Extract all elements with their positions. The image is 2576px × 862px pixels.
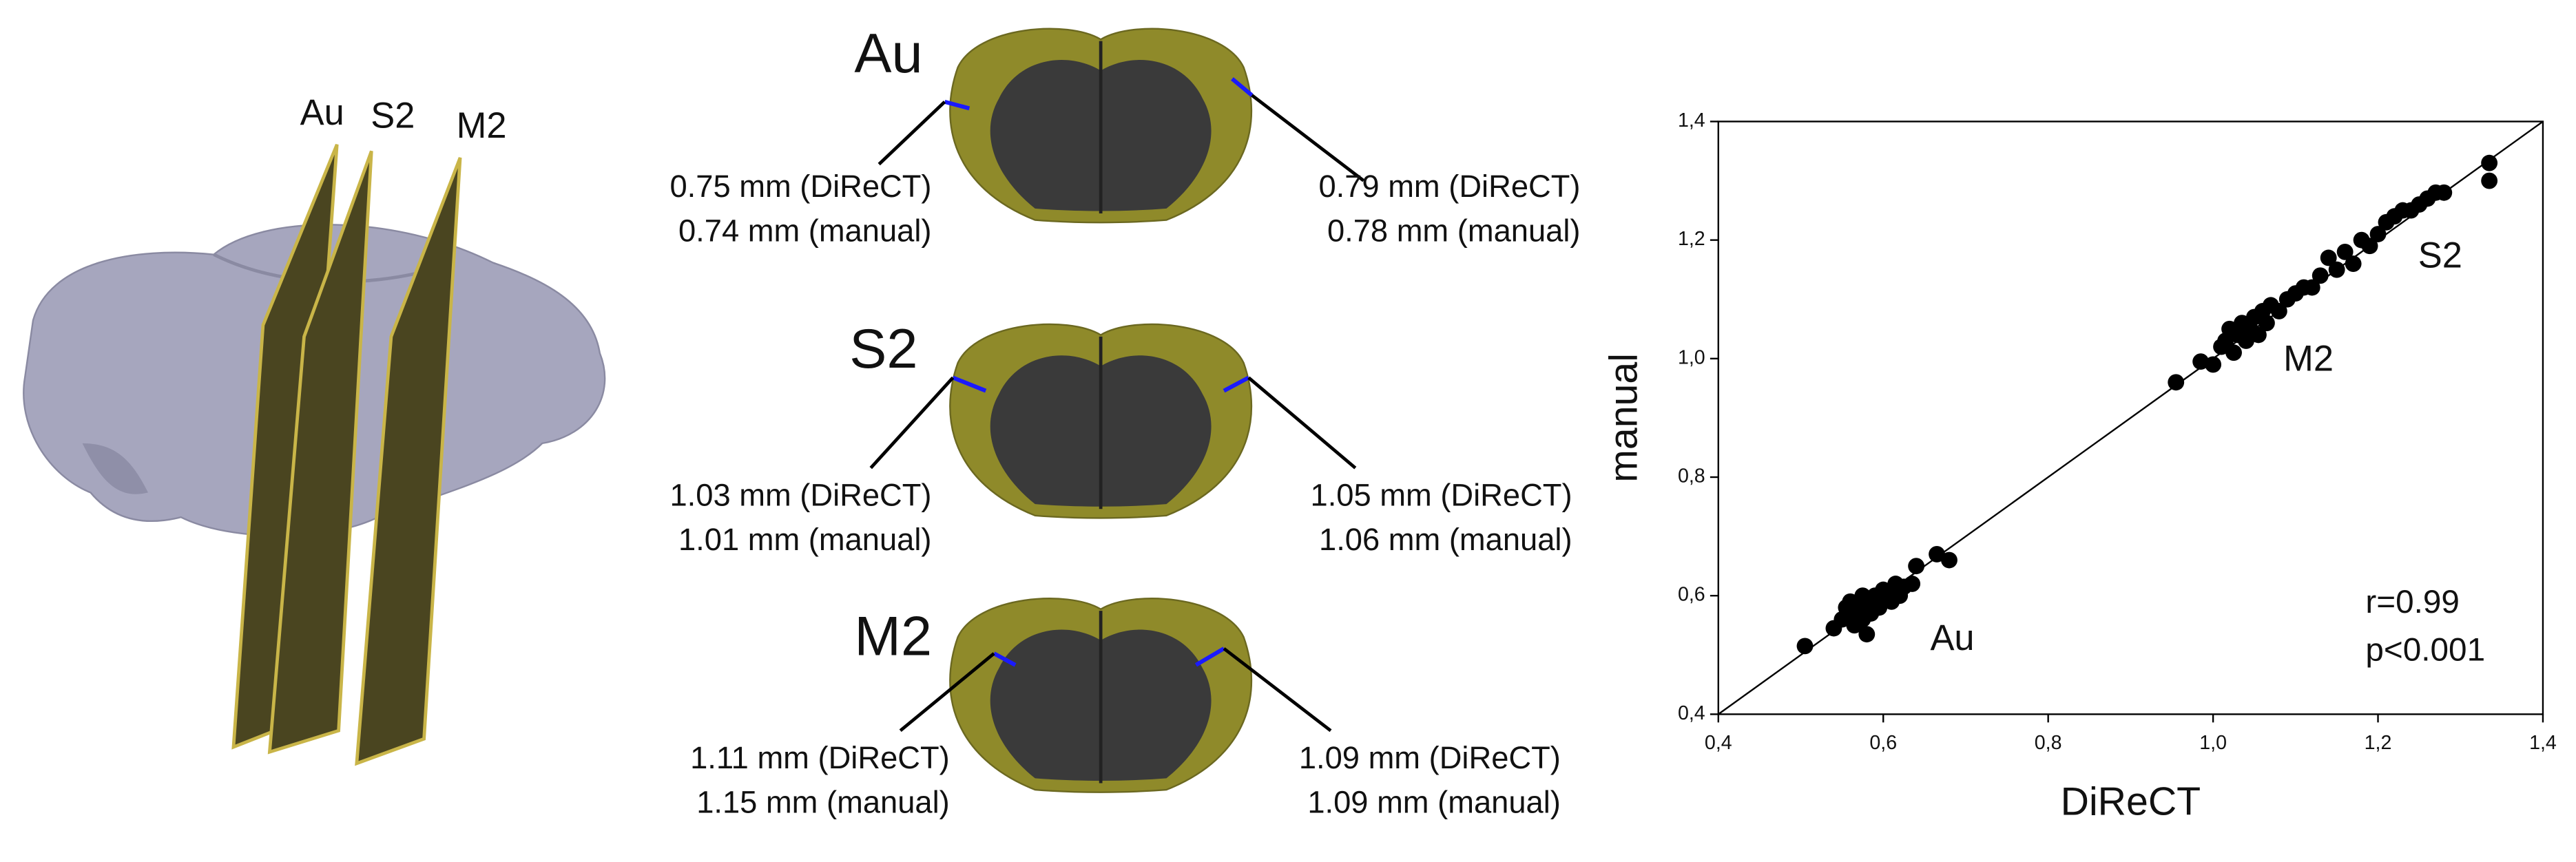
point: [1904, 576, 1921, 592]
plane-label: S2: [371, 96, 415, 136]
point: [2328, 261, 2345, 278]
x-tick-label: 1,2: [2365, 732, 2392, 754]
leader-line: [899, 652, 995, 733]
x-axis-label: DiReCT: [2061, 780, 2201, 824]
brain-3d: Au S2 M2: [23, 93, 606, 766]
point: [1929, 546, 1945, 563]
measurement: 0.74 mm (manual): [678, 213, 932, 249]
point: [1858, 626, 1876, 643]
point: [2192, 353, 2210, 370]
leader-line: [1251, 94, 1365, 182]
thickness-line: [1194, 646, 1225, 667]
point: [2361, 238, 2378, 255]
point: [2481, 172, 2498, 189]
slices: Au 0.75 mm (DiReCT) 0.79 mm (DiReCT) 0.74 m…: [669, 23, 1580, 820]
measurement: 1.09 mm (manual): [1307, 785, 1561, 820]
leader-line: [1223, 647, 1332, 733]
measurement: 1.11 mm (DiReCT): [690, 740, 950, 775]
point: [1871, 599, 1888, 616]
point: [2270, 303, 2287, 319]
y-axis-label: manual: [1601, 353, 1645, 483]
y-tick-label: 0,4: [1678, 702, 1705, 724]
slice-label: Au: [854, 23, 922, 85]
y-tick-label: 1,0: [1678, 346, 1705, 368]
x-tick-label: 1,0: [2199, 732, 2227, 754]
leader-line: [869, 376, 955, 470]
annotation: M2: [2283, 339, 2334, 379]
plane-label: M2: [457, 106, 507, 146]
thickness-line: [1223, 375, 1250, 393]
plot-frame: [1717, 120, 2544, 715]
leader-line: [1247, 376, 1357, 470]
annotation: r=0.99: [2365, 584, 2460, 620]
plane-label: Au: [300, 93, 344, 133]
point: [1796, 638, 1814, 655]
thickness-line: [993, 651, 1017, 667]
point: [2225, 344, 2242, 361]
y-tick-label: 1,4: [1678, 109, 1705, 132]
annotation: S2: [2418, 235, 2462, 275]
thickness-line: [952, 375, 987, 393]
brain-shade: [82, 443, 148, 494]
measurement: 1.03 mm (DiReCT): [669, 478, 931, 513]
measurement: 1.01 mm (manual): [678, 522, 932, 557]
point: [1908, 558, 1925, 575]
measurement: 1.05 mm (DiReCT): [1311, 478, 1572, 513]
plane: [355, 157, 462, 766]
point: [2168, 374, 2185, 391]
point: [1941, 551, 1957, 569]
point: [2435, 184, 2453, 201]
point: [2303, 279, 2320, 296]
point: [2320, 249, 2337, 266]
scatter-plot: 0,4 0,6 0,8 1,0 1,2 1,4 0,4 0,6 0,8 1,0 1,2 1,4 DiRe…: [1601, 109, 2557, 824]
annotation: Au: [1930, 618, 1974, 658]
point: [2205, 356, 2222, 373]
point: [2250, 326, 2267, 344]
point: [2258, 315, 2275, 332]
point: [2312, 267, 2329, 284]
slice-label: M2: [854, 605, 932, 667]
measurement: 1.15 mm (manual): [696, 785, 950, 820]
x-tick-label: 1,4: [2529, 732, 2557, 754]
point: [2336, 243, 2354, 260]
y-tick-label: 0,6: [1678, 584, 1705, 606]
point: [2369, 226, 2387, 242]
thickness-line: [944, 99, 970, 111]
plane: [267, 150, 373, 755]
x-tick-label: 0,4: [1705, 732, 1732, 754]
measurement: 0.75 mm (DiReCT): [669, 169, 931, 204]
measurement: 1.06 mm (manual): [1319, 522, 1572, 557]
point: [2345, 255, 2362, 273]
x-tick-label: 0,8: [2035, 732, 2062, 754]
measurement: 0.79 mm (DiReCT): [1318, 169, 1580, 204]
annotation: p<0.001: [2365, 631, 2485, 668]
measurement: 0.78 mm (manual): [1327, 213, 1581, 249]
leader-line: [877, 101, 946, 166]
x-tick-label: 0,6: [1869, 732, 1897, 754]
y-tick-label: 0,8: [1678, 465, 1705, 487]
y-tick-label: 1,2: [1678, 228, 1705, 250]
thickness-line: [1231, 77, 1254, 97]
point: [2481, 154, 2498, 171]
measurement: 1.09 mm (DiReCT): [1299, 740, 1561, 775]
slice-label: S2: [849, 318, 917, 380]
